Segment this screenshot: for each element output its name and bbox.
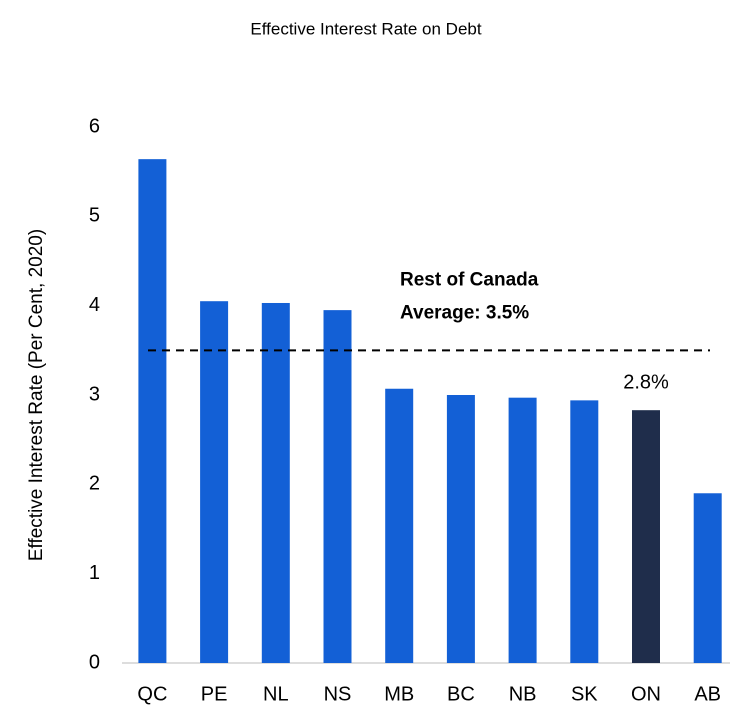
bar <box>323 310 352 663</box>
y-tick-label: 6 <box>89 115 100 137</box>
y-tick-label: 4 <box>89 294 100 316</box>
x-tick-label: MB <box>384 683 414 705</box>
y-tick-label: 1 <box>89 562 100 584</box>
x-tick-label: SK <box>571 683 598 705</box>
bar <box>261 302 290 663</box>
bar <box>570 400 599 663</box>
chart-title: Effective Interest Rate on Debt <box>250 19 481 38</box>
x-tick-label: NB <box>509 683 537 705</box>
x-tick-label: AB <box>694 683 721 705</box>
y-axis-label: Effective Interest Rate (Per Cent, 2020) <box>26 229 47 561</box>
bar <box>385 388 414 663</box>
x-tick-label: PE <box>201 683 228 705</box>
x-tick-label: NL <box>263 683 289 705</box>
bar <box>508 397 537 663</box>
bar <box>200 301 229 663</box>
y-tick-label: 5 <box>89 205 100 227</box>
data-label: 2.8% <box>623 371 669 393</box>
y-tick-label: 2 <box>89 473 100 495</box>
bar <box>693 493 722 663</box>
x-tick-label: QC <box>137 683 167 705</box>
reference-label: Average: 3.5% <box>400 302 529 323</box>
bar <box>138 159 167 663</box>
bar <box>446 395 475 663</box>
x-tick-label: NS <box>324 683 352 705</box>
x-tick-label: ON <box>631 683 661 705</box>
reference-label: Rest of Canada <box>400 269 539 290</box>
y-tick-label: 0 <box>89 651 100 673</box>
y-tick-label: 3 <box>89 383 100 405</box>
bar <box>632 410 660 663</box>
x-tick-label: BC <box>447 683 475 705</box>
